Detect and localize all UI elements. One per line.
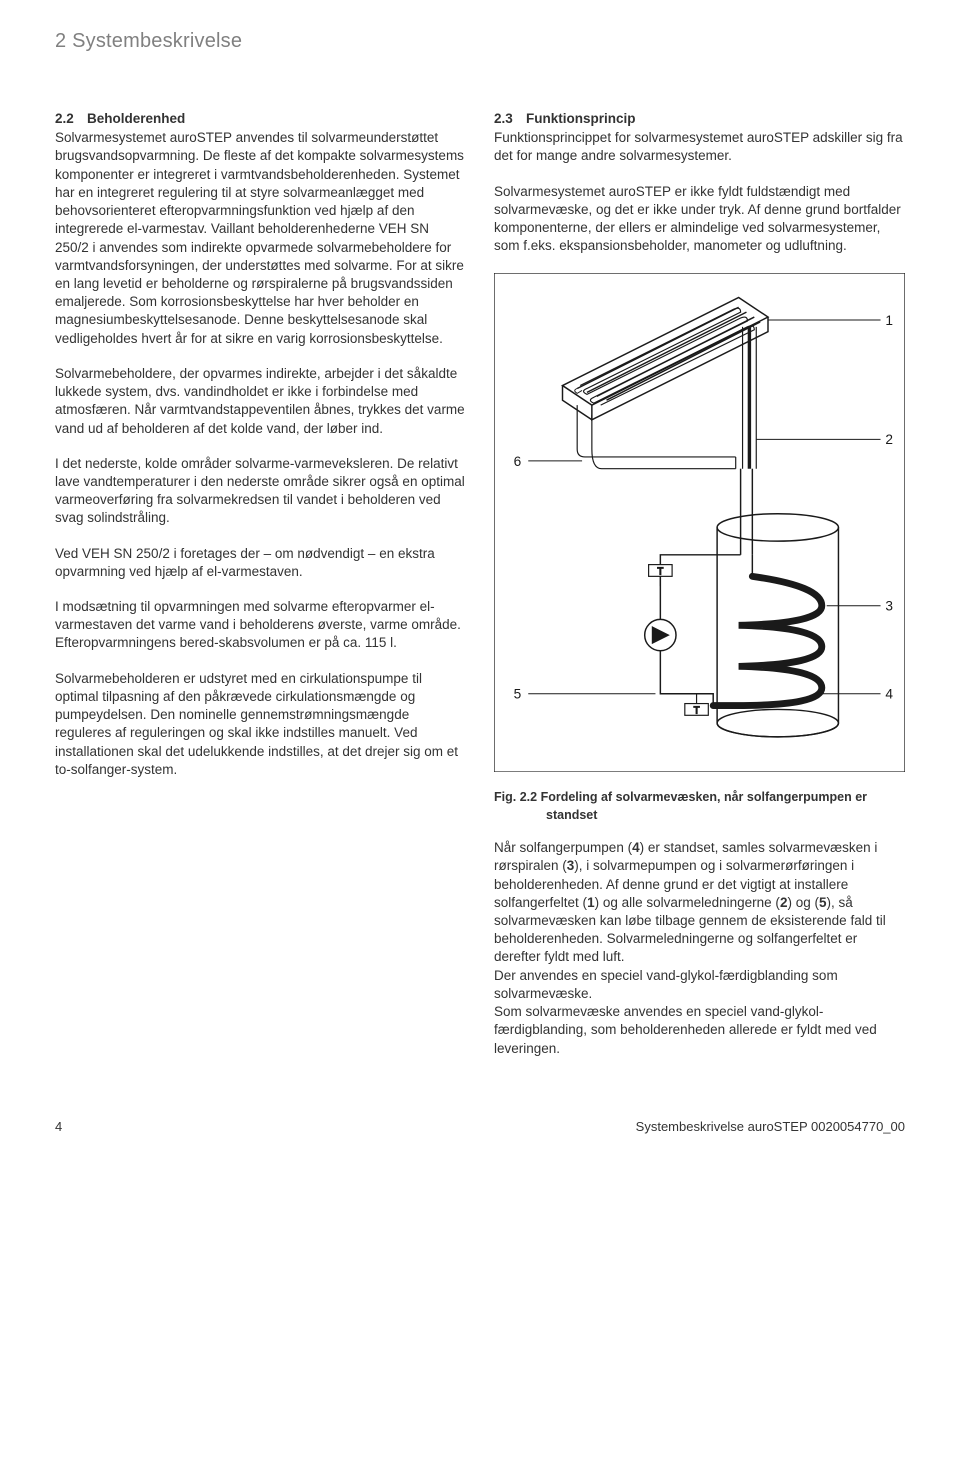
diagram-label-4: 4 (885, 686, 893, 701)
page-number: 4 (55, 1118, 62, 1136)
para-2-2-5: I modsætning til opvarmningen med solvar… (55, 598, 466, 653)
section-num-2-3: 2.3 (494, 110, 526, 128)
section-num-2-2: 2.2 (55, 110, 87, 128)
para-2-3-1: Funktionsprincippet for solvarmesystemet… (494, 129, 905, 165)
diagram-label-5: 5 (514, 686, 522, 701)
diagram-label-6: 6 (514, 453, 522, 468)
para-2-2-1: Solvarmesystemet auroSTEP anvendes til s… (55, 129, 466, 348)
svg-text:T: T (657, 566, 663, 577)
left-column: 2.2Beholderenhed Solvarmesystemet auroST… (55, 110, 466, 1058)
page-header: 2 Systembeskrivelse (55, 28, 905, 55)
para-2-2-4: Ved VEH SN 250/2 i foretages der – om nø… (55, 545, 466, 581)
diagram-label-3: 3 (885, 598, 893, 613)
schematic-diagram: T T (494, 273, 905, 772)
section-2-3-heading: 2.3Funktionsprincip (494, 110, 905, 128)
right-column: 2.3Funktionsprincip Funktionsprincippet … (494, 110, 905, 1058)
svg-text:T: T (694, 705, 700, 716)
fig-text-line2: standset (494, 806, 905, 825)
figure-caption: Fig. 2.2 Fordeling af solvarmevæsken, nå… (494, 788, 905, 826)
para-2-3-3: Når solfangerpumpen (4) er standset, sam… (494, 839, 905, 1058)
diagram-label-1: 1 (885, 312, 893, 327)
fig-text: Fordeling af solvarmevæsken, når solfang… (541, 790, 867, 804)
doc-reference: Systembeskrivelse auroSTEP 0020054770_00 (636, 1118, 905, 1136)
diagram-label-2: 2 (885, 432, 893, 447)
para-2-2-2: Solvarmebeholdere, der opvarmes indirekt… (55, 365, 466, 438)
para-2-3-2: Solvarmesystemet auroSTEP er ikke fyldt … (494, 183, 905, 256)
solar-system-schematic-svg: T T (494, 273, 905, 772)
section-title-2-2: Beholderenhed (87, 111, 185, 126)
two-column-layout: 2.2Beholderenhed Solvarmesystemet auroST… (55, 110, 905, 1058)
section-2-2-heading: 2.2Beholderenhed (55, 110, 466, 128)
fig-number: Fig. 2.2 (494, 790, 537, 804)
page-footer: 4 Systembeskrivelse auroSTEP 0020054770_… (55, 1118, 905, 1136)
para-2-2-6: Solvarmebeholderen er udstyret med en ci… (55, 670, 466, 779)
section-title-2-3: Funktionsprincip (526, 111, 636, 126)
para-2-2-3: I det nederste, kolde områder solvarme-v… (55, 455, 466, 528)
